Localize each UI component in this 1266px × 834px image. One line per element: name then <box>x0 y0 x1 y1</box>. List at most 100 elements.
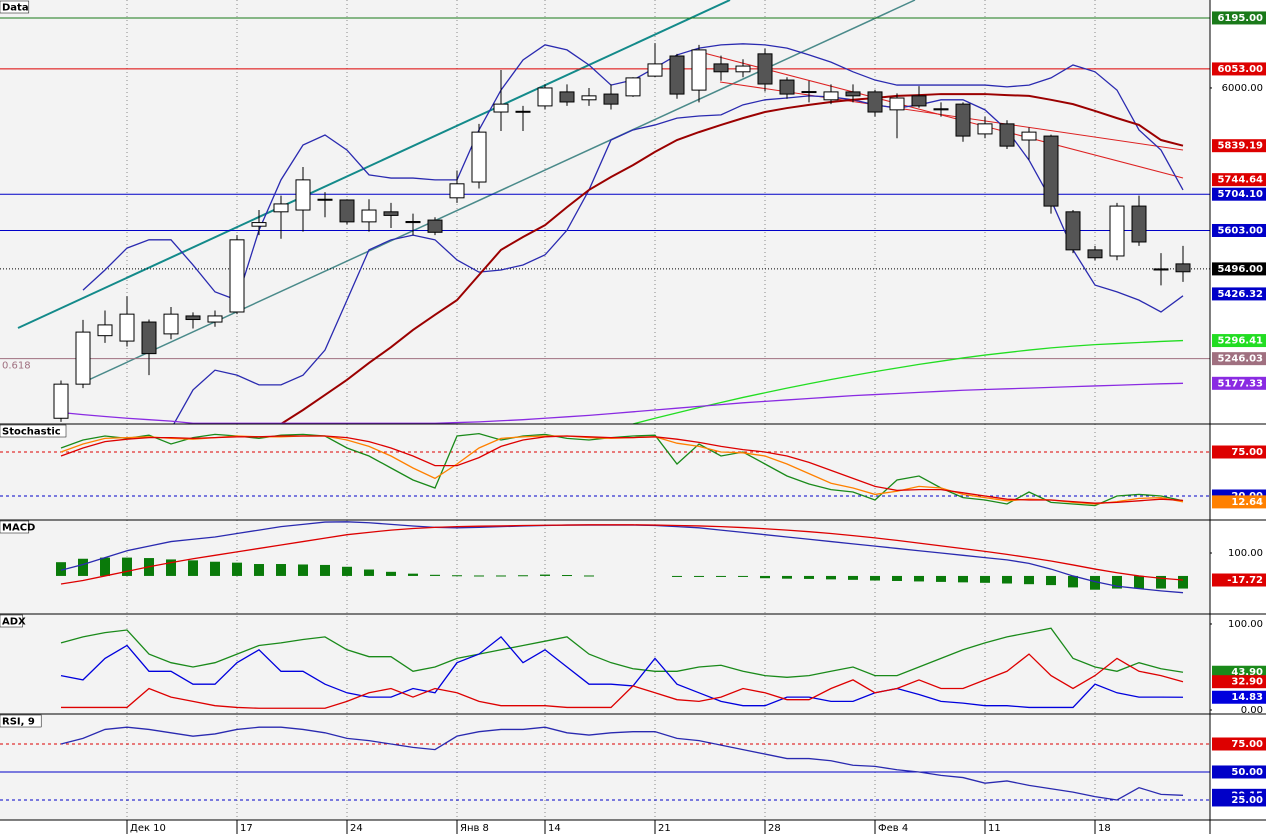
candle-body <box>1131 205 1147 243</box>
trend-line <box>719 81 1184 151</box>
candle-body <box>933 108 949 111</box>
candle-body <box>361 209 377 223</box>
pane-title: Data <box>2 3 29 14</box>
pane <box>0 432 1210 507</box>
pane-title-box <box>0 520 30 534</box>
pane-title: Stochastic <box>2 427 61 438</box>
series-line <box>61 653 1184 709</box>
histogram-bar <box>1046 575 1056 586</box>
price-label-box <box>1212 11 1266 25</box>
price-label-box <box>1212 445 1266 459</box>
histogram-bar <box>276 564 286 576</box>
candle-body <box>713 63 729 73</box>
histogram-bar <box>892 575 902 581</box>
histogram-bar <box>760 575 770 579</box>
candle-body <box>625 77 641 97</box>
candle-body <box>1087 249 1103 259</box>
price-label: 100.00 <box>1228 548 1263 559</box>
candle-body <box>317 198 333 201</box>
price-label: 5177.33 <box>1217 378 1263 389</box>
pane <box>0 0 1210 424</box>
price-label: -17.72 <box>1227 575 1263 586</box>
price-label-box <box>1212 262 1266 276</box>
candle-body <box>801 91 817 94</box>
candle-body <box>603 93 619 105</box>
price-label: 6000.00 <box>1222 83 1263 94</box>
price-label-box <box>1212 352 1266 366</box>
price-label: 75.00 <box>1231 739 1263 750</box>
series-line <box>60 726 1184 801</box>
price-label: 14.83 <box>1231 692 1263 703</box>
price-label-box <box>1212 546 1266 560</box>
price-label: 5426.32 <box>1217 289 1263 300</box>
price-label: 32.90 <box>1231 677 1263 688</box>
candle-body <box>427 219 443 233</box>
level-note: 0.618 <box>2 361 31 372</box>
candle-body <box>449 183 465 199</box>
histogram-bar <box>936 575 946 582</box>
candle-body <box>735 65 751 73</box>
series-line <box>280 93 1184 424</box>
candle-body <box>559 91 575 103</box>
x-tick-label: 21 <box>658 823 671 834</box>
price-label-box <box>1212 793 1266 807</box>
histogram-bar <box>562 575 572 577</box>
candle-body <box>537 87 553 107</box>
x-tick-label: 28 <box>768 823 781 834</box>
price-label: 5296.41 <box>1217 336 1263 347</box>
candle-body <box>1065 211 1081 251</box>
pane-title-box <box>0 0 30 14</box>
histogram-bar <box>1068 575 1078 588</box>
candle-body <box>163 313 179 335</box>
candle-body <box>141 321 157 355</box>
histogram-bar <box>1134 575 1144 589</box>
candle-body <box>977 123 993 135</box>
price-label-box <box>1212 737 1266 751</box>
price-label: 75.00 <box>1231 447 1263 458</box>
price-label: 5839.19 <box>1217 141 1263 152</box>
histogram-bar <box>672 575 682 577</box>
price-label-box <box>1212 617 1266 631</box>
candle-body <box>1175 263 1191 273</box>
price-label-box <box>1212 139 1266 153</box>
price-label: 100.00 <box>1228 619 1263 630</box>
candle-body <box>339 199 355 223</box>
candle-body <box>911 95 927 107</box>
histogram-bar <box>540 574 550 576</box>
pane-title: ADX <box>2 617 26 628</box>
pane-title: RSI, 9 <box>2 717 35 728</box>
candle-body <box>845 91 861 97</box>
candle-body <box>647 63 663 77</box>
histogram-bar <box>914 575 924 582</box>
histogram-bar <box>782 575 792 579</box>
price-label: 6195.00 <box>1217 13 1263 24</box>
candle-body <box>273 203 289 213</box>
price-label-box <box>1212 376 1266 390</box>
x-tick-label: Янв 8 <box>460 823 489 834</box>
histogram-bar <box>254 564 264 576</box>
x-tick-label: 14 <box>548 823 561 834</box>
histogram-bar <box>474 575 484 577</box>
histogram-bar <box>210 561 220 576</box>
candle-body <box>757 53 773 85</box>
candle-body <box>207 315 223 323</box>
candle-body <box>53 383 69 419</box>
candle-body <box>119 313 135 342</box>
candle-body <box>493 103 509 113</box>
histogram-bar <box>100 557 110 576</box>
price-label: 0.00 <box>1241 705 1263 716</box>
price-label-box <box>1212 334 1266 348</box>
candle-body <box>75 331 91 385</box>
price-label-box <box>1212 62 1266 76</box>
x-tick-label: 17 <box>240 823 253 834</box>
candle-body <box>471 131 487 183</box>
pane-title-box <box>0 714 42 728</box>
series-line <box>60 435 1184 504</box>
series-line <box>60 382 1184 424</box>
candle-body <box>867 91 883 113</box>
pane-title: MACD <box>2 523 35 534</box>
price-label: 43.90 <box>1231 667 1263 678</box>
x-tick-label: 24 <box>350 823 363 834</box>
candle-body <box>97 324 113 337</box>
price-label-box <box>1212 81 1266 95</box>
